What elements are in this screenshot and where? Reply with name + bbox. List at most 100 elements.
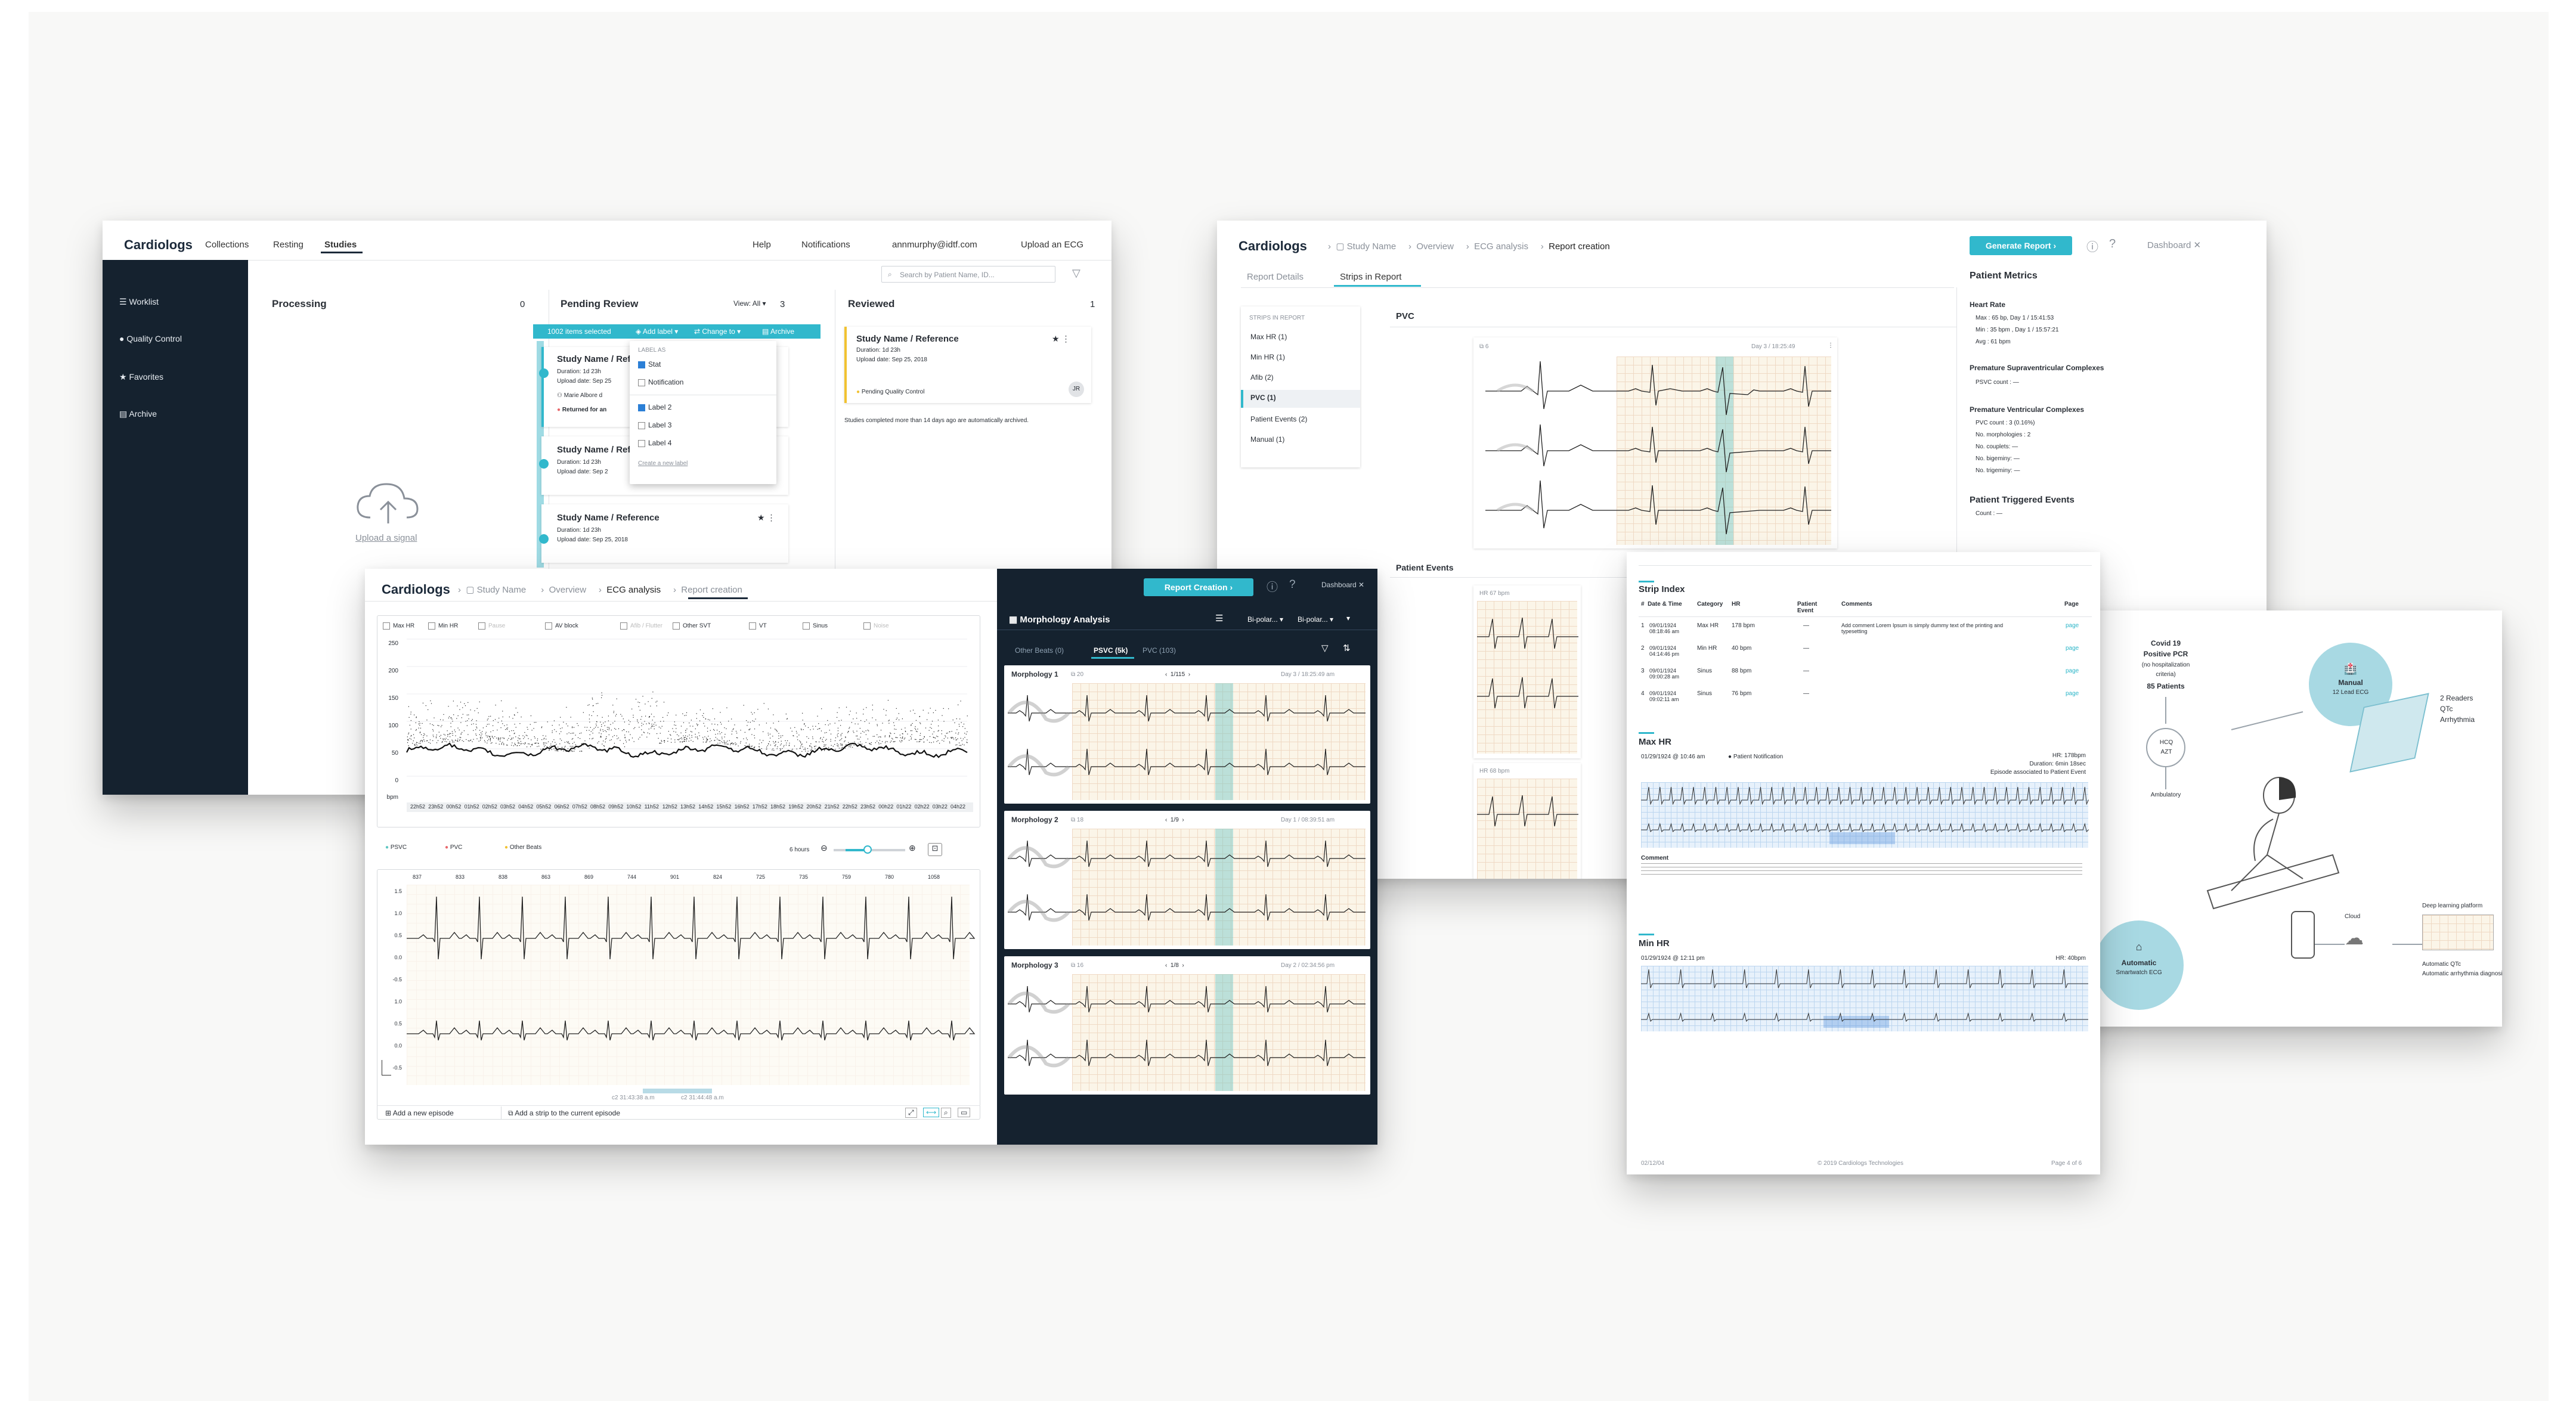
tab-report-details[interactable]: Report Details	[1247, 272, 1304, 282]
label-option-notification[interactable]: Notification	[638, 378, 683, 386]
row-page-link[interactable]: page	[2066, 690, 2079, 697]
morphology-pager[interactable]: ‹ 1/8 ›	[1165, 962, 1184, 969]
add-label-button[interactable]: ◈ Add label ▾	[636, 327, 679, 336]
sidebar-item-worklist[interactable]: ☰ Worklist	[119, 297, 159, 306]
info-icon[interactable]: ⓘ	[2086, 241, 2098, 254]
strip-item-patient-events[interactable]: Patient Events (2)	[1250, 415, 1308, 423]
dashboard-link[interactable]: Dashboard ✕	[1321, 581, 1365, 589]
nav-resting[interactable]: Resting	[273, 240, 304, 250]
strip-selection[interactable]	[643, 1089, 712, 1093]
select-check[interactable]	[539, 459, 549, 469]
event-filter-checkbox[interactable]: Other SVT	[673, 622, 711, 630]
nav-studies[interactable]: Studies	[324, 240, 357, 250]
archive-button[interactable]: ▤ Archive	[762, 327, 795, 336]
label-option-label-2[interactable]: Label 2	[638, 403, 671, 411]
select-check[interactable]	[539, 368, 549, 378]
row-page-link[interactable]: page	[2066, 622, 2079, 629]
event-strip-card[interactable]: HR 67 bpm	[1473, 585, 1581, 758]
upload-signal-link[interactable]: Upload a signal	[355, 533, 417, 543]
study-card[interactable]: Study Name / Reference Duration: 1d 23h …	[844, 327, 1091, 403]
expand-icon[interactable]: ⤢	[905, 1108, 917, 1118]
generate-report-button[interactable]: Generate Report ›	[1970, 236, 2072, 255]
max-hr-strip	[1641, 782, 2088, 848]
nav-notifications[interactable]: Notifications	[801, 240, 850, 250]
info-icon[interactable]: ⓘ	[1267, 581, 1278, 594]
study-card[interactable]: Study Name / Reference Duration: 1d 23h …	[541, 504, 788, 563]
tab-strips-in-report[interactable]: Strips in Report	[1340, 272, 1402, 282]
event-filter-checkbox[interactable]: Pause	[478, 622, 505, 630]
strip-item-afib[interactable]: Afib (2)	[1250, 373, 1274, 382]
sidebar-item-archive[interactable]: ▤ Archive	[119, 409, 157, 419]
list-view-icon[interactable]: ☰	[1215, 613, 1224, 624]
zoom-slider-handle[interactable]	[863, 845, 872, 854]
event-strip-card[interactable]: HR 68 bpm	[1473, 763, 1581, 879]
tab-other-beats[interactable]: Other Beats (0)	[1015, 646, 1064, 655]
star-icon[interactable]: ★ ⋮	[1052, 334, 1070, 343]
event-filter-checkbox[interactable]: Sinus	[803, 622, 828, 630]
create-label-link[interactable]: Create a new label	[638, 460, 688, 467]
help-icon[interactable]: ?	[2109, 237, 2116, 250]
row-hr: 40 bpm	[1732, 645, 1752, 652]
strip-item-min-hr[interactable]: Min HR (1)	[1250, 353, 1286, 361]
zoom-icon[interactable]: ⌕	[941, 1108, 951, 1118]
caliper-icon[interactable]: ⟷	[923, 1108, 940, 1117]
breadcrumb[interactable]: › ▢ Study Name › Overview › ECG analysis…	[1328, 241, 1610, 252]
strip-item-pvc[interactable]: PVC (1)	[1250, 393, 1276, 402]
label-option-label-4[interactable]: Label 4	[638, 439, 671, 447]
change-to-button[interactable]: ⇄ Change to ▾	[694, 327, 741, 336]
more-icon[interactable]: ⋮	[1828, 342, 1834, 349]
help-icon[interactable]: ?	[1289, 578, 1296, 591]
upload-ecg-link[interactable]: Upload an ECG	[1021, 240, 1084, 250]
event-filter-checkbox[interactable]: VT	[749, 622, 767, 630]
nav-collections[interactable]: Collections	[205, 240, 249, 250]
report-creation-button[interactable]: Report Creation ›	[1144, 578, 1253, 596]
row-page-link[interactable]: page	[2066, 668, 2079, 674]
zoom-in-icon[interactable]: ⊕	[909, 843, 916, 853]
tab-psvc[interactable]: PSVC (5k)	[1094, 646, 1128, 655]
user-email[interactable]: annmurphy@idtf.com	[892, 240, 977, 250]
add-strip-button[interactable]: ⧉ Add a strip to the current episode	[508, 1109, 621, 1117]
strip-item-manual[interactable]: Manual (1)	[1250, 435, 1285, 444]
morphology-card[interactable]: Morphology 3 ⧉ 16 ‹ 1/8 › Day 2 / 02:34:56 …	[1004, 956, 1370, 1095]
event-filter-checkbox[interactable]: Max HR	[383, 622, 414, 630]
morphology-pager[interactable]: ‹ 1/115 ›	[1165, 671, 1191, 678]
filter-icon[interactable]: ▽	[1072, 267, 1080, 279]
lead-select-1[interactable]: Bi-polar... ▾	[1247, 615, 1284, 624]
strip-y-tick: -0.5	[392, 1065, 402, 1071]
add-episode-button[interactable]: ⊞ Add a new episode	[385, 1109, 454, 1117]
search-input[interactable]: Search by Patient Name, ID...	[900, 271, 995, 279]
sidebar-item-favorites[interactable]: ★ Favorites	[119, 372, 164, 382]
zoom-out-icon[interactable]: ⊖	[821, 843, 828, 853]
search-box[interactable]: ⌕ Search by Patient Name, ID...	[881, 266, 1055, 283]
filter-icon[interactable]: ▽	[1321, 643, 1329, 653]
event-filter-checkbox[interactable]: Min HR	[428, 622, 458, 630]
dashboard-link[interactable]: Dashboard ✕	[2147, 240, 2202, 250]
morphology-card[interactable]: Morphology 2 ⧉ 18 ‹ 1/9 › Day 1 / 08:39:51 …	[1004, 811, 1370, 949]
select-check[interactable]	[539, 534, 549, 544]
cloud-upload-icon[interactable]	[355, 481, 421, 528]
strip-ecg-trace	[407, 896, 976, 1041]
morphology-pager[interactable]: ‹ 1/9 ›	[1165, 817, 1184, 823]
print-icon[interactable]: ▭	[958, 1108, 971, 1117]
min-hr-ecg-trace	[1641, 969, 2088, 1022]
fit-zoom-icon[interactable]: ⊡	[928, 843, 942, 856]
view-filter-dropdown[interactable]: View: All ▾	[733, 299, 766, 308]
event-filter-checkbox[interactable]: AV block	[545, 622, 578, 630]
label-option-label-3[interactable]: Label 3	[638, 421, 671, 429]
label-option-stat[interactable]: Stat	[638, 360, 661, 368]
lead-select-2[interactable]: Bi-polar... ▾	[1298, 615, 1334, 624]
star-icon[interactable]: ★ ⋮	[757, 513, 776, 522]
nav-help[interactable]: Help	[753, 240, 771, 250]
pvc-strip-card[interactable]: ⧉ 6 Day 3 / 18:25:49 ⋮	[1473, 337, 1837, 548]
tab-pvc[interactable]: PVC (103)	[1143, 646, 1176, 655]
event-filter-checkbox[interactable]: Noise	[863, 622, 889, 630]
sort-icon[interactable]: ⇅	[1343, 643, 1351, 653]
sidebar-item-quality-control[interactable]: ● Quality Control	[119, 334, 182, 343]
menu-icon[interactable]: ▾	[1346, 614, 1351, 622]
row-page-link[interactable]: page	[2066, 645, 2079, 652]
morphology-card[interactable]: Morphology 1 ⧉ 20 ‹ 1/115 › Day 3 / 18:25:4…	[1004, 665, 1370, 804]
event-filter-checkbox[interactable]: Afib / Flutter	[620, 622, 662, 630]
breadcrumb[interactable]: › ▢ Study Name › Overview › ECG analysis…	[458, 585, 742, 595]
strip-item-max-hr[interactable]: Max HR (1)	[1250, 333, 1287, 341]
legend-item: ● Other Beats	[504, 844, 541, 851]
